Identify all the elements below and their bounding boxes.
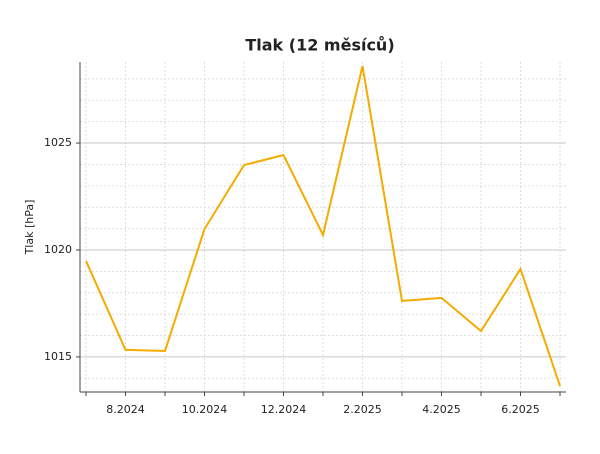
line-series bbox=[85, 65, 561, 387]
y-axis-label: Tlak [hPa] bbox=[23, 200, 36, 256]
x-tick-label: 2.2025 bbox=[343, 403, 382, 416]
x-tick-label: 6.2025 bbox=[501, 403, 540, 416]
y-tick-label: 1025 bbox=[44, 136, 72, 149]
x-tick-label: 4.2025 bbox=[422, 403, 461, 416]
chart-title: Tlak (12 měsíců) bbox=[245, 36, 394, 55]
x-tick-label: 8.2024 bbox=[106, 403, 145, 416]
x-tick-label: 12.2024 bbox=[261, 403, 307, 416]
x-tick-label: 10.2024 bbox=[182, 403, 228, 416]
y-tick-label: 1015 bbox=[44, 350, 72, 363]
y-tick-label: 1020 bbox=[44, 243, 72, 256]
